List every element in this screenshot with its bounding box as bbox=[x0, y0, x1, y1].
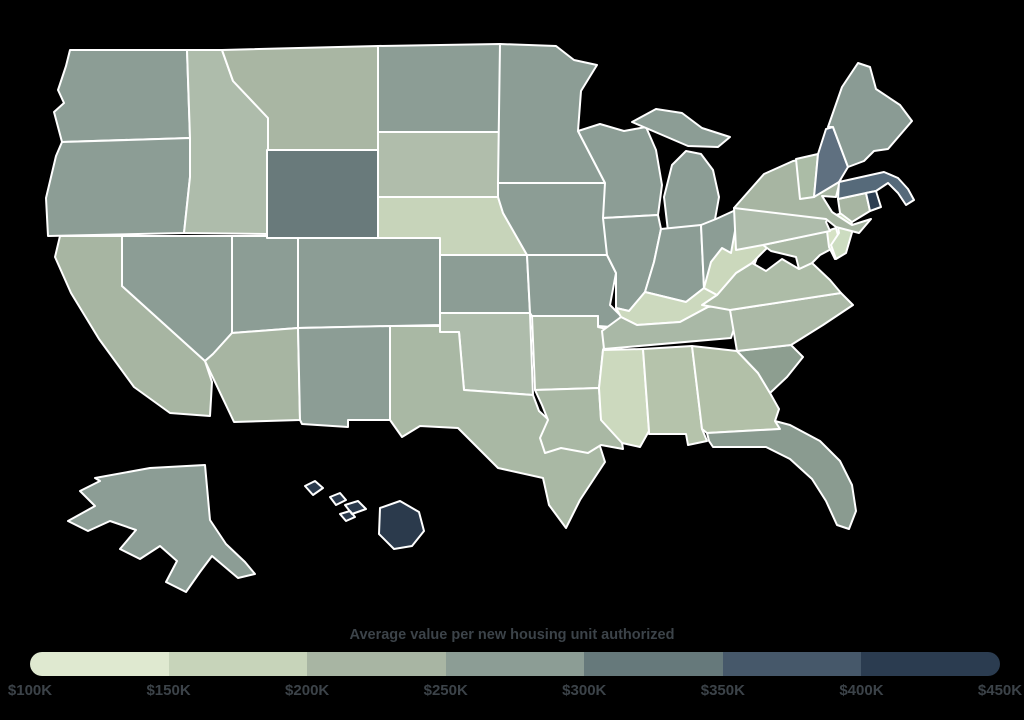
state-ri[interactable]: Rhode Island: $400K-$450K bbox=[865, 190, 882, 212]
legend-tick-label-$350k: $350K bbox=[700, 682, 745, 699]
legend-tick-label-$200k: $200K bbox=[285, 682, 330, 699]
legend-tick-label-$400k: $400K bbox=[839, 682, 884, 699]
legend-swatch-$200k-$250k bbox=[307, 652, 446, 676]
state-sd[interactable]: South Dakota: $200K-$250K bbox=[377, 131, 504, 198]
state-ma[interactable]: Massachusetts: $350K-$400K bbox=[837, 171, 915, 206]
state-wa[interactable]: Washington: $250K-$300K bbox=[53, 49, 191, 143]
state-me[interactable]: Maine: $250K-$300K bbox=[827, 62, 913, 168]
legend-tick-label-$100k: $100K bbox=[7, 682, 53, 699]
state-ks[interactable]: Kansas: $250K-$300K bbox=[439, 254, 531, 314]
legend-title: Average value per new housing unit autho… bbox=[349, 627, 675, 643]
legend-swatch-$300k-$350k bbox=[584, 652, 723, 676]
legend-tick-label-$150k: $150K bbox=[146, 682, 191, 699]
legend-tick-label-$250k: $250K bbox=[423, 682, 468, 699]
state-wi[interactable]: Wisconsin: $250K-$300K bbox=[577, 123, 663, 219]
state-nd[interactable]: North Dakota: $250K-$300K bbox=[377, 43, 501, 133]
legend-tick-label-$450k: $450K bbox=[977, 682, 1023, 699]
state-hi[interactable]: Hawaii: $400K-$450K bbox=[304, 480, 425, 550]
state-tx[interactable]: Texas: $200K-$250K bbox=[389, 325, 606, 529]
state-co[interactable]: Colorado: $250K-$300K bbox=[297, 237, 441, 329]
state-mn[interactable]: Minnesota: $250K-$300K bbox=[497, 43, 606, 184]
legend-swatch-$400k-$450k bbox=[861, 652, 1000, 676]
state-wy[interactable]: Wyoming: $300K-$350K bbox=[266, 149, 379, 239]
legend-swatch-$350k-$400k bbox=[722, 652, 862, 676]
state-or[interactable]: Oregon: $250K-$300K bbox=[45, 137, 191, 237]
legend-swatch-$100k-$150k bbox=[30, 652, 169, 676]
state-ut[interactable]: Utah: $250K-$300K bbox=[231, 235, 299, 334]
legend-color-bar bbox=[30, 652, 1000, 676]
state-fl[interactable]: Florida: $250K-$300K bbox=[706, 420, 857, 530]
state-ak[interactable]: Alaska: $250K-$300K bbox=[67, 464, 256, 593]
state-nm[interactable]: New Mexico: $250K-$300K bbox=[297, 325, 391, 428]
legend-swatch-$250k-$300k bbox=[445, 652, 585, 676]
legend-swatch-$150k-$200k bbox=[168, 652, 308, 676]
legend-tick-label-$300k: $300K bbox=[562, 682, 607, 699]
